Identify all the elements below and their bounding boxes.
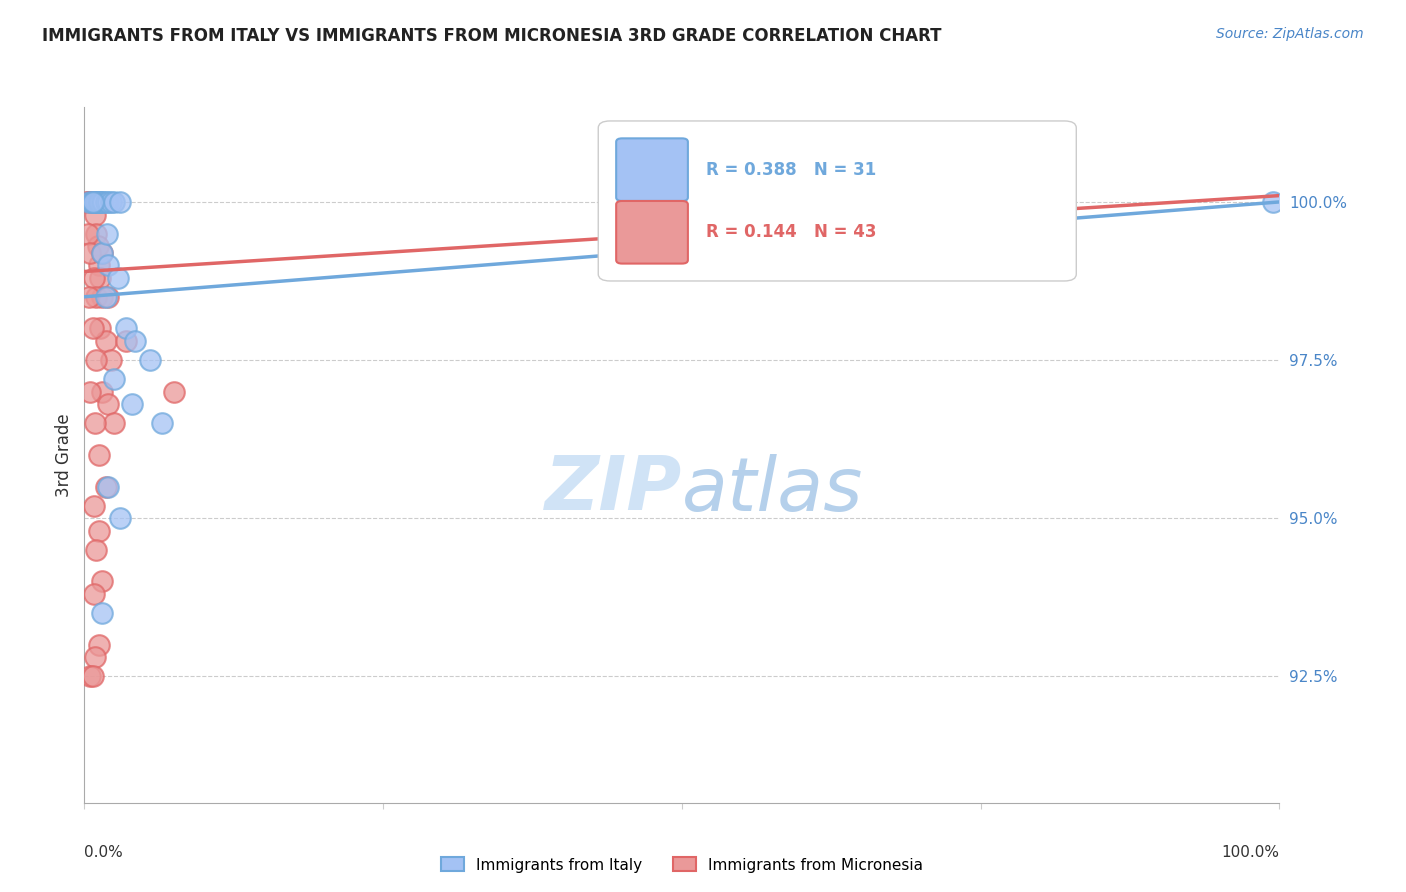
Point (87, 448, 110, 462)
Point (77, 290, 100, 304)
Point (91, 290, 114, 304)
Point (94, 194, 117, 209)
Point (82, 321, 104, 335)
Point (115, 321, 138, 335)
Point (79, 245, 101, 260)
Point (86, 290, 108, 304)
Point (89, 194, 111, 209)
Point (150, 417, 173, 431)
Point (91, 245, 114, 260)
Point (93, 194, 115, 209)
Point (83, 194, 105, 209)
Point (80, 194, 103, 209)
Point (87, 638, 110, 652)
Point (86, 239, 108, 253)
Point (94, 334, 117, 348)
Point (91, 384, 114, 399)
Point (87, 524, 110, 538)
Point (82, 194, 104, 209)
Point (110, 511, 132, 525)
Point (115, 334, 138, 348)
Point (83, 270, 105, 285)
FancyBboxPatch shape (616, 138, 688, 201)
Point (84, 417, 107, 431)
Point (84, 208, 107, 222)
Legend: Immigrants from Italy, Immigrants from Micronesia: Immigrants from Italy, Immigrants from M… (434, 851, 929, 879)
Point (89, 321, 111, 335)
Text: 100.0%: 100.0% (1222, 845, 1279, 860)
Point (77, 227, 100, 241)
Point (96, 227, 118, 241)
Point (103, 417, 125, 431)
Point (1263, 194, 1285, 209)
Point (83, 194, 105, 209)
Point (163, 384, 186, 399)
Point (82, 669, 104, 683)
Text: R = 0.144   N = 43: R = 0.144 N = 43 (706, 223, 876, 241)
Point (139, 353, 162, 368)
Point (77, 194, 100, 209)
Point (100, 353, 122, 368)
Point (76, 194, 98, 209)
Point (87, 258, 110, 272)
Point (84, 650, 107, 665)
Point (79, 669, 101, 683)
Point (86, 194, 108, 209)
Point (94, 290, 117, 304)
Text: Source: ZipAtlas.com: Source: ZipAtlas.com (1216, 27, 1364, 41)
Point (97, 258, 120, 272)
FancyBboxPatch shape (599, 121, 1077, 281)
Text: ZIP: ZIP (544, 453, 682, 526)
Text: R = 0.388   N = 31: R = 0.388 N = 31 (706, 161, 876, 178)
Y-axis label: 3rd Grade: 3rd Grade (55, 413, 73, 497)
Point (124, 334, 146, 348)
Text: 0.0%: 0.0% (84, 845, 124, 860)
Point (77, 194, 100, 209)
Point (86, 542, 108, 557)
Point (110, 194, 132, 209)
Text: IMMIGRANTS FROM ITALY VS IMMIGRANTS FROM MICRONESIA 3RD GRADE CORRELATION CHART: IMMIGRANTS FROM ITALY VS IMMIGRANTS FROM… (42, 27, 942, 45)
Point (103, 372, 125, 386)
Point (86, 227, 108, 241)
Point (82, 194, 104, 209)
Point (91, 606, 114, 620)
Point (107, 270, 129, 285)
Point (80, 194, 103, 209)
Point (86, 353, 108, 368)
Point (91, 245, 114, 260)
Point (77, 194, 100, 209)
Point (84, 194, 107, 209)
Point (121, 397, 143, 411)
Point (83, 499, 105, 513)
Point (91, 574, 114, 589)
Point (87, 194, 110, 209)
Point (97, 194, 120, 209)
Point (100, 194, 122, 209)
Point (97, 397, 120, 411)
Point (94, 479, 117, 493)
Point (86, 194, 108, 209)
Point (79, 384, 101, 399)
Point (79, 194, 101, 209)
Point (89, 270, 111, 285)
Point (97, 290, 120, 304)
Point (83, 587, 105, 601)
Point (91, 194, 114, 209)
Point (103, 194, 125, 209)
FancyBboxPatch shape (616, 201, 688, 263)
Text: atlas: atlas (682, 454, 863, 525)
Point (97, 479, 120, 493)
